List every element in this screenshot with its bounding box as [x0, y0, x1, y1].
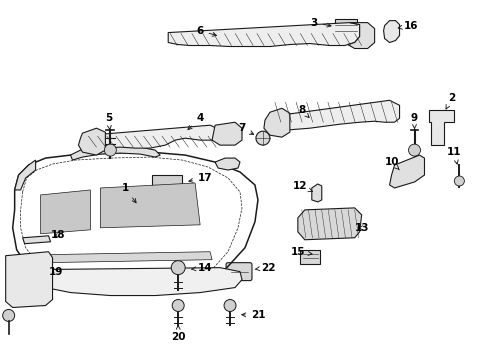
Polygon shape [272, 100, 399, 130]
Circle shape [3, 310, 15, 321]
Circle shape [172, 300, 184, 311]
Polygon shape [428, 110, 454, 145]
Text: 14: 14 [191, 263, 212, 273]
Polygon shape [25, 268, 242, 296]
Text: 7: 7 [238, 123, 253, 134]
FancyBboxPatch shape [299, 250, 319, 264]
Text: 16: 16 [397, 21, 418, 31]
Text: 21: 21 [242, 311, 265, 321]
Polygon shape [23, 236, 50, 244]
Polygon shape [389, 155, 424, 188]
FancyBboxPatch shape [152, 175, 182, 193]
Polygon shape [45, 252, 212, 263]
Polygon shape [347, 22, 374, 49]
Text: 2: 2 [445, 93, 454, 109]
Text: 5: 5 [105, 113, 112, 130]
Text: 10: 10 [383, 157, 398, 170]
Text: 13: 13 [354, 223, 368, 233]
Polygon shape [70, 146, 160, 160]
Text: 6: 6 [196, 26, 216, 36]
Polygon shape [15, 160, 35, 190]
Text: 11: 11 [446, 147, 461, 164]
Circle shape [104, 144, 116, 156]
Text: 12: 12 [292, 181, 312, 192]
Polygon shape [78, 128, 105, 155]
FancyBboxPatch shape [334, 19, 356, 36]
Circle shape [224, 300, 236, 311]
Text: 22: 22 [255, 263, 274, 273]
Polygon shape [311, 184, 321, 202]
Text: 4: 4 [187, 113, 203, 130]
Polygon shape [263, 108, 289, 137]
Polygon shape [212, 122, 242, 145]
Polygon shape [82, 125, 225, 148]
Circle shape [256, 131, 270, 145]
Circle shape [454, 176, 463, 186]
Polygon shape [41, 190, 90, 234]
Text: 9: 9 [410, 113, 417, 129]
Text: 8: 8 [298, 105, 308, 117]
Circle shape [171, 261, 185, 275]
Text: 1: 1 [121, 183, 136, 203]
Polygon shape [383, 21, 399, 42]
Polygon shape [168, 22, 359, 46]
Text: 3: 3 [310, 17, 331, 27]
Text: 19: 19 [48, 267, 62, 277]
Text: 15: 15 [290, 247, 311, 257]
Text: 20: 20 [170, 326, 185, 342]
Circle shape [408, 144, 420, 156]
Polygon shape [214, 158, 240, 170]
Polygon shape [297, 208, 361, 240]
Polygon shape [100, 183, 200, 228]
Polygon shape [6, 252, 52, 307]
FancyBboxPatch shape [226, 263, 252, 281]
Text: 18: 18 [51, 230, 66, 240]
Text: 17: 17 [188, 173, 212, 183]
